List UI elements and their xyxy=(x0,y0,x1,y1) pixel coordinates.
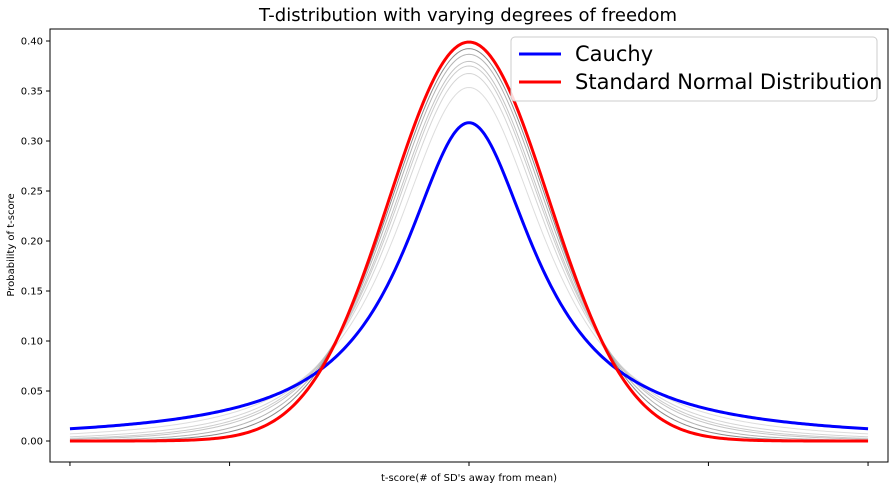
legend: Cauchy Standard Normal Distribution xyxy=(510,36,882,102)
x-axis xyxy=(69,462,869,466)
y-tick-label: 0.05 xyxy=(21,387,43,398)
y-tick-label: 0.35 xyxy=(21,87,43,98)
plot-frame xyxy=(49,28,889,463)
y-tick-label: 0.10 xyxy=(21,337,43,348)
y-tick-label: 0.25 xyxy=(21,187,43,198)
series-line-t-df-15 xyxy=(69,48,869,442)
series-line-t-df-8 xyxy=(69,53,869,441)
y-axis-label: Probability of t-score xyxy=(6,193,17,296)
series-line-cauchy xyxy=(69,121,869,431)
y-tick-label: 0.00 xyxy=(21,437,43,448)
y-axis: 0.00 0.05 0.10 0.15 0.20 0.25 0.30 0.35 0.40 xyxy=(21,37,50,448)
legend-box xyxy=(510,36,878,102)
series-line-t-df-4 xyxy=(69,65,869,439)
series-layer xyxy=(69,40,869,443)
series-line-t-df-2 xyxy=(69,86,869,435)
y-tick-label: 0.20 xyxy=(21,237,43,248)
y-tick-label: 0.40 xyxy=(21,37,43,48)
x-axis-label: t-score(# of SD's away from mean) xyxy=(381,473,557,484)
y-tick-label: 0.30 xyxy=(21,137,43,148)
y-tick-label: 0.15 xyxy=(21,287,43,298)
chart-title: T-distribution with varying degrees of f… xyxy=(258,5,677,26)
series-line-t-df-3 xyxy=(69,72,869,438)
legend-label-cauchy: Cauchy xyxy=(575,42,653,66)
series-line-t-df-5 xyxy=(69,60,869,440)
legend-label-standard-normal-distribution: Standard Normal Distribution xyxy=(575,70,882,94)
series-line-standard-normal-distribution xyxy=(69,40,869,443)
